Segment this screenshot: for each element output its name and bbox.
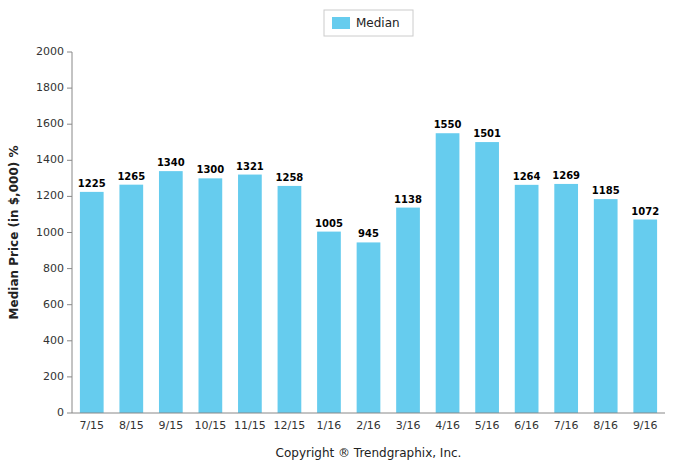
legend-label: Median [356, 16, 400, 30]
y-tick [67, 376, 72, 377]
bar [238, 175, 262, 413]
x-tick-label: 9/16 [633, 419, 658, 432]
bar [159, 171, 183, 413]
data-label: 1185 [592, 185, 620, 196]
bar [119, 185, 143, 413]
y-tick-label: 200 [43, 370, 64, 383]
bar [317, 232, 341, 413]
x-tick-label: 4/16 [435, 419, 460, 432]
bar [436, 133, 460, 413]
data-label: 1265 [117, 171, 145, 182]
x-tick-label: 9/15 [158, 419, 183, 432]
y-tick [67, 88, 72, 89]
y-axis-label: Median Price (in $,000) % [7, 146, 21, 320]
x-tick-label: 7/16 [554, 419, 579, 432]
x-tick-label: 6/16 [514, 419, 539, 432]
x-tick-label: 10/15 [195, 419, 227, 432]
bar [357, 242, 381, 413]
data-label: 1501 [473, 128, 501, 139]
data-label: 1550 [434, 119, 462, 130]
bar [515, 185, 539, 413]
y-tick-label: 400 [43, 334, 64, 347]
x-axis-line [72, 413, 665, 414]
y-axis-line [72, 52, 73, 413]
bar [199, 178, 223, 413]
x-tick-label: 5/16 [475, 419, 500, 432]
x-tick-label: 11/15 [234, 419, 266, 432]
y-tick-label: 1600 [36, 117, 64, 130]
bar [554, 184, 578, 413]
legend-swatch [332, 17, 350, 29]
y-tick [67, 268, 72, 269]
y-tick-label: 800 [43, 262, 64, 275]
data-label: 1225 [78, 178, 106, 189]
y-tick [67, 340, 72, 341]
y-tick [67, 124, 72, 125]
y-tick [67, 52, 72, 53]
bar [594, 199, 618, 413]
bars [80, 133, 657, 413]
y-tick [67, 413, 72, 414]
x-tick-label: 2/16 [356, 419, 381, 432]
x-tick-label: 8/16 [593, 419, 618, 432]
bar [633, 220, 657, 413]
y-tick [67, 196, 72, 197]
data-label: 945 [358, 228, 379, 239]
bar [475, 142, 499, 413]
chart: 0 200 400 600 800 1000 1200 1400 1600 1800 2000 122… [0, 0, 685, 471]
x-tick-label: 3/16 [396, 419, 421, 432]
y-tick-label: 1800 [36, 81, 64, 94]
x-tick-label: 7/15 [79, 419, 104, 432]
y-tick-label: 0 [57, 406, 64, 419]
legend: Median [324, 10, 413, 36]
data-label: 1264 [513, 171, 541, 182]
x-tick-label: 8/15 [119, 419, 144, 432]
y-tick-label: 1400 [36, 153, 64, 166]
data-label: 1258 [276, 172, 304, 183]
bar [278, 186, 302, 413]
x-axis-label: Copyright ® Trendgraphix, Inc. [276, 446, 462, 460]
data-label: 1340 [157, 157, 185, 168]
data-label: 1321 [236, 161, 264, 172]
data-label: 1269 [552, 170, 580, 181]
y-tick-label: 2000 [36, 45, 64, 58]
y-tick [67, 160, 72, 161]
x-tick-label: 1/16 [317, 419, 342, 432]
y-tick [67, 304, 72, 305]
data-label: 1005 [315, 218, 343, 229]
y-tick-label: 1000 [36, 226, 64, 239]
data-label: 1072 [631, 206, 659, 217]
data-label: 1300 [196, 164, 224, 175]
x-tick-label: 12/15 [274, 419, 306, 432]
y-tick-label: 1200 [36, 189, 64, 202]
bar [396, 208, 420, 413]
y-tick [67, 232, 72, 233]
legend-frame [324, 10, 413, 36]
y-tick-label: 600 [43, 298, 64, 311]
data-label: 1138 [394, 194, 422, 205]
bar [80, 192, 104, 413]
